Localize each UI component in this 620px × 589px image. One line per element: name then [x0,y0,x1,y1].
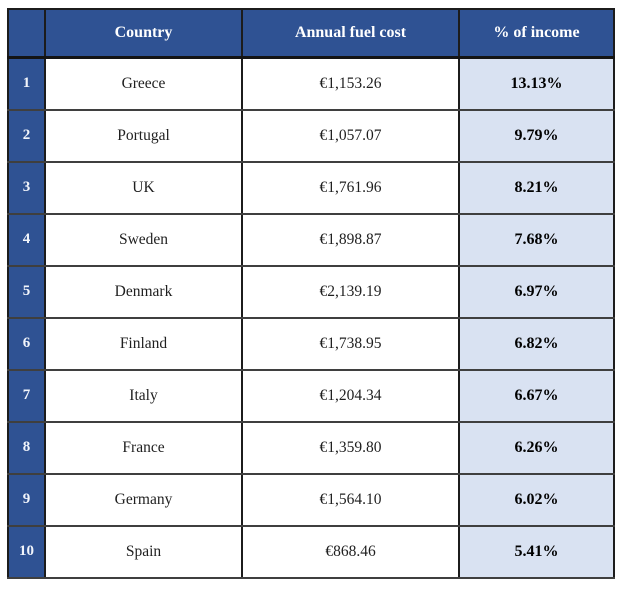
table-header: Country Annual fuel cost % of income [7,8,615,59]
income-pct-cell: 13.13% [458,56,615,111]
country-cell: Spain [44,524,243,579]
country-cell: Denmark [44,264,243,319]
header-country: Country [44,8,243,59]
fuel-cost-cell: €2,139.19 [241,264,460,319]
country-cell: Germany [44,472,243,527]
row-number-cell: 3 [7,160,46,215]
country-cell: UK [44,160,243,215]
country-cell: Portugal [44,108,243,163]
row-number-cell: 10 [7,524,46,579]
row-number-cell: 6 [7,316,46,371]
row-number-cell: 2 [7,108,46,163]
fuel-cost-cell: €1,761.96 [241,160,460,215]
fuel-cost-cell: €1,359.80 [241,420,460,475]
table-row: 3 UK €1,761.96 8.21% [7,160,615,215]
table-row: 6 Finland €1,738.95 6.82% [7,316,615,371]
income-pct-cell: 6.97% [458,264,615,319]
fuel-cost-cell: €868.46 [241,524,460,579]
income-pct-cell: 8.21% [458,160,615,215]
table-row: 9 Germany €1,564.10 6.02% [7,472,615,527]
table-row: 4 Sweden €1,898.87 7.68% [7,212,615,267]
country-cell: Sweden [44,212,243,267]
income-pct-cell: 9.79% [458,108,615,163]
fuel-cost-cell: €1,898.87 [241,212,460,267]
header-income-pct: % of income [458,8,615,59]
row-number-cell: 8 [7,420,46,475]
row-number-cell: 4 [7,212,46,267]
table-row: 7 Italy €1,204.34 6.67% [7,368,615,423]
income-pct-cell: 6.02% [458,472,615,527]
header-fuel-cost: Annual fuel cost [241,8,460,59]
country-cell: Finland [44,316,243,371]
fuel-cost-cell: €1,204.34 [241,368,460,423]
income-pct-cell: 6.67% [458,368,615,423]
row-number-cell: 5 [7,264,46,319]
table-row: 5 Denmark €2,139.19 6.97% [7,264,615,319]
income-pct-cell: 7.68% [458,212,615,267]
fuel-cost-cell: €1,564.10 [241,472,460,527]
country-cell: France [44,420,243,475]
header-corner-cell [7,8,46,59]
country-cell: Greece [44,56,243,111]
income-pct-cell: 6.26% [458,420,615,475]
income-pct-cell: 6.82% [458,316,615,371]
row-number-cell: 7 [7,368,46,423]
income-pct-cell: 5.41% [458,524,615,579]
table-row: 1 Greece €1,153.26 13.13% [7,56,615,111]
table-row: 2 Portugal €1,057.07 9.79% [7,108,615,163]
fuel-cost-table: Country Annual fuel cost % of income 1 G… [7,8,615,579]
row-number-cell: 9 [7,472,46,527]
fuel-cost-cell: €1,153.26 [241,56,460,111]
header-row: Country Annual fuel cost % of income [7,8,615,59]
fuel-cost-cell: €1,057.07 [241,108,460,163]
fuel-cost-cell: €1,738.95 [241,316,460,371]
country-cell: Italy [44,368,243,423]
row-number-cell: 1 [7,56,46,111]
table-row: 8 France €1,359.80 6.26% [7,420,615,475]
table-row: 10 Spain €868.46 5.41% [7,524,615,579]
